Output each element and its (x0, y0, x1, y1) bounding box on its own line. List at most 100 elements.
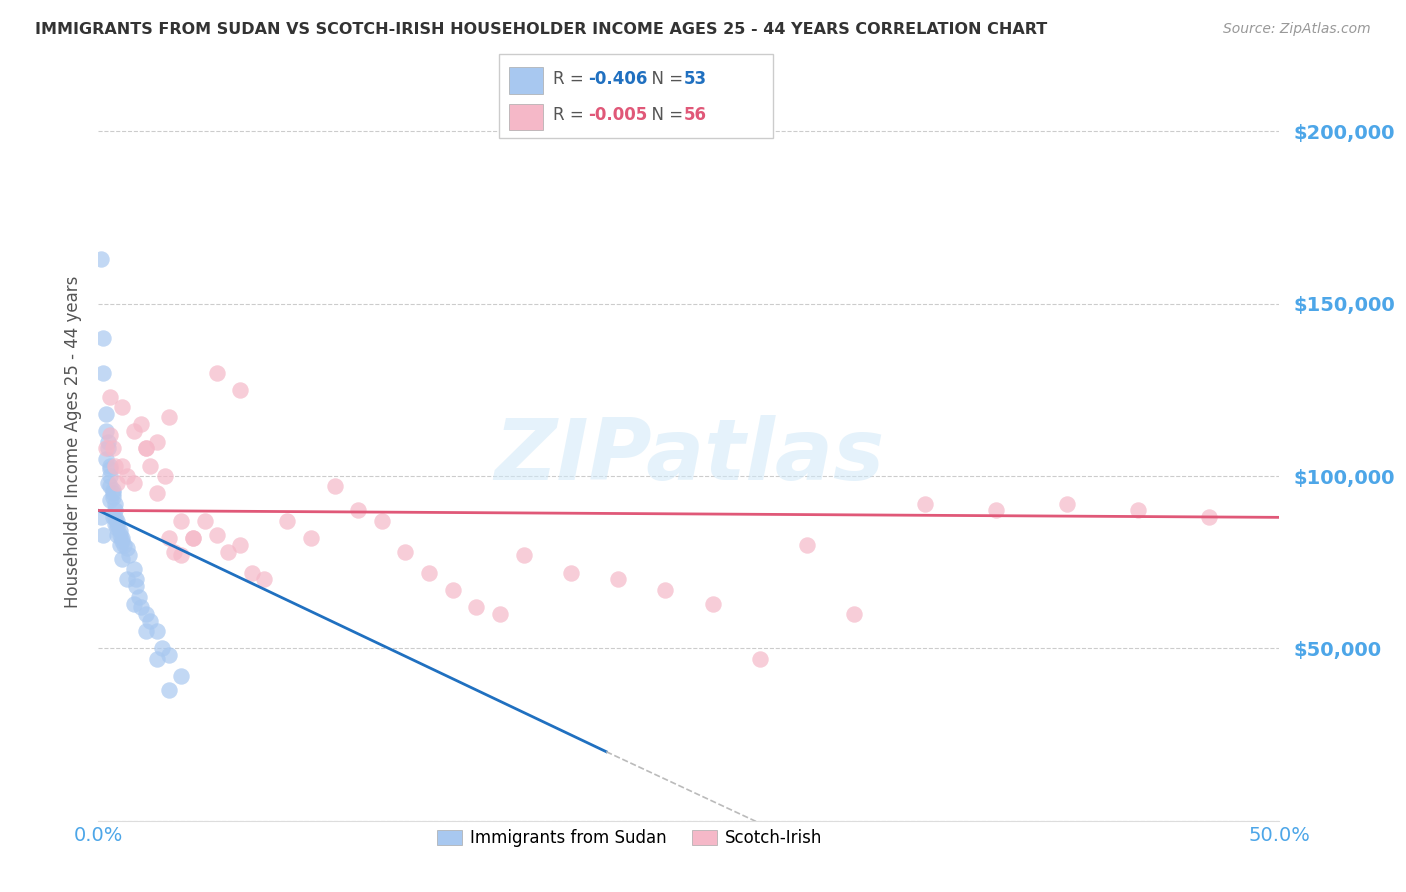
Point (101, 510, 124, 524)
Text: -0.406: -0.406 (588, 70, 647, 87)
Point (98, 462, 121, 476)
Point (607, 573, 630, 587)
Point (108, 538, 131, 552)
Point (139, 614, 162, 628)
Point (299, 531, 322, 545)
Point (90, 252, 112, 266)
Point (1056, 497, 1078, 511)
Point (115, 573, 138, 587)
Point (101, 442, 124, 456)
Text: Source: ZipAtlas.com: Source: ZipAtlas.com (1223, 22, 1371, 37)
Point (108, 524, 131, 538)
Point (914, 497, 936, 511)
Point (229, 538, 252, 552)
Point (94, 407, 117, 421)
Point (170, 548, 193, 563)
Point (560, 566, 582, 580)
Text: -0.005: -0.005 (588, 106, 647, 124)
Point (101, 490, 124, 504)
Point (702, 597, 724, 611)
Point (111, 531, 134, 545)
Point (240, 566, 263, 580)
Point (115, 469, 138, 483)
Point (98, 427, 121, 442)
Point (135, 442, 157, 456)
Point (253, 573, 276, 587)
Point (105, 514, 128, 528)
Point (91, 366, 114, 380)
Point (139, 458, 162, 473)
Text: 53: 53 (683, 70, 706, 87)
Point (111, 458, 134, 473)
Point (276, 514, 298, 528)
Point (170, 514, 193, 528)
Point (181, 531, 204, 545)
Point (157, 531, 180, 545)
Text: R =: R = (553, 70, 589, 87)
Point (105, 475, 128, 490)
Point (163, 545, 186, 559)
Point (105, 517, 128, 532)
Point (122, 597, 145, 611)
Point (101, 483, 124, 497)
Point (101, 486, 124, 500)
Point (97, 442, 120, 456)
Point (135, 624, 157, 639)
Point (146, 486, 169, 500)
Point (98, 469, 121, 483)
Point (323, 479, 346, 493)
Point (181, 531, 204, 545)
Point (104, 503, 127, 517)
Text: N =: N = (641, 70, 689, 87)
Text: 56: 56 (683, 106, 706, 124)
Point (441, 582, 464, 597)
Point (111, 400, 134, 414)
Text: IMMIGRANTS FROM SUDAN VS SCOTCH-IRISH HOUSEHOLDER INCOME AGES 25 - 44 YEARS CORR: IMMIGRANTS FROM SUDAN VS SCOTCH-IRISH HO… (35, 22, 1047, 37)
Text: R =: R = (553, 106, 589, 124)
Point (418, 566, 440, 580)
Point (115, 541, 138, 556)
Point (125, 573, 148, 587)
Point (748, 651, 770, 665)
Point (157, 410, 180, 425)
Point (170, 669, 193, 683)
Point (94, 451, 117, 466)
Point (97, 475, 120, 490)
Point (91, 331, 114, 345)
Point (347, 503, 370, 517)
Point (157, 682, 180, 697)
Point (796, 538, 818, 552)
Point (512, 548, 534, 563)
Point (135, 607, 157, 621)
Point (104, 497, 127, 511)
Point (104, 517, 127, 532)
Point (146, 434, 169, 449)
Point (111, 534, 134, 549)
Point (157, 648, 180, 663)
Point (844, 607, 866, 621)
Point (146, 624, 169, 639)
Point (104, 510, 127, 524)
Point (1126, 503, 1149, 517)
Point (98, 458, 121, 473)
Point (122, 562, 145, 576)
Point (205, 527, 228, 541)
Point (146, 651, 169, 665)
Point (98, 479, 121, 493)
Y-axis label: Householder Income Ages 25 - 44 years: Householder Income Ages 25 - 44 years (65, 276, 83, 607)
Point (118, 548, 141, 563)
Point (194, 514, 217, 528)
Point (129, 599, 152, 614)
Point (150, 641, 173, 656)
Point (984, 503, 1007, 517)
Point (104, 458, 127, 473)
Text: N =: N = (641, 106, 689, 124)
Point (94, 442, 117, 456)
Point (97, 434, 120, 449)
Point (153, 469, 176, 483)
Point (90, 510, 112, 524)
Point (229, 383, 252, 397)
Point (205, 366, 228, 380)
Point (91, 527, 114, 541)
Point (111, 551, 134, 566)
